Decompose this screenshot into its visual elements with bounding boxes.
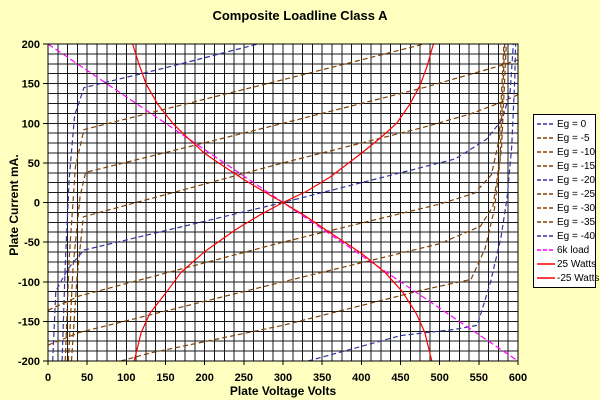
legend-entry-label: 6k load <box>557 244 590 256</box>
series-eg=-20 <box>52 44 514 361</box>
legend-entry: Eg = -15 <box>534 159 595 173</box>
y-tick-label: -50 <box>24 237 40 249</box>
legend-entry: Eg = -35 <box>534 215 595 229</box>
legend-entry-label: Eg = -20 <box>557 174 596 186</box>
chart-title: Composite Loadline Class A <box>212 8 388 23</box>
x-tick-label: 350 <box>313 372 331 384</box>
series-25watts <box>132 44 433 361</box>
legend-entry-label: Eg = -40 <box>557 230 596 242</box>
legend-line-sample <box>537 165 555 167</box>
legend-entry: Eg = -40 <box>534 229 595 243</box>
legend-entry: 6k load <box>534 243 595 257</box>
x-tick-label: 400 <box>352 372 370 384</box>
y-tick-label: -200 <box>18 356 40 368</box>
series-eg=-15 <box>70 94 518 361</box>
legend-line-sample <box>537 207 555 209</box>
x-tick-label: 550 <box>470 372 488 384</box>
y-tick-label: 200 <box>22 39 40 51</box>
x-tick-label: 200 <box>195 372 213 384</box>
legend-entry: Eg = -5 <box>534 131 595 145</box>
series-eg=-5 <box>64 44 425 361</box>
legend-entry: Eg = -25 <box>534 187 595 201</box>
x-tick-label: 250 <box>235 372 253 384</box>
legend-entry-label: -25 Watts <box>557 272 600 284</box>
x-tick-label: 450 <box>391 372 409 384</box>
x-tick-label: 500 <box>430 372 448 384</box>
y-tick-label: -150 <box>18 316 40 328</box>
x-axis-label: Plate Voltage Volts <box>229 384 337 398</box>
y-tick-label: 50 <box>28 158 40 170</box>
legend-line-sample <box>537 137 555 139</box>
series-eg=-10 <box>67 59 518 361</box>
y-tick-label: 100 <box>22 118 40 130</box>
legend-entry-label: 25 Watts <box>557 258 597 270</box>
series-group <box>48 44 518 361</box>
y-tick-label: -100 <box>18 277 40 289</box>
legend: Eg = 0 Eg = -5 Eg = -10 Eg = -15 Eg = -20 Eg … <box>533 114 599 288</box>
legend-line-sample <box>537 277 555 279</box>
legend-entry: Eg = -30 <box>534 201 595 215</box>
legend-entry-label: Eg = -25 <box>557 188 596 200</box>
legend-line-sample <box>537 193 555 195</box>
legend-line-sample <box>537 263 555 265</box>
y-tick-label: 0 <box>34 198 40 210</box>
y-axis-label: Plate Current mA. <box>7 154 21 256</box>
x-tick-label: 50 <box>81 372 93 384</box>
y-tick-label: 150 <box>22 79 40 91</box>
tick-labels: 0 50 100 150 200 250 300 350 400 450 500 550 6002001… <box>18 39 527 384</box>
series-eg=-25 <box>48 44 505 311</box>
series-eg=-40 <box>307 44 517 361</box>
x-tick-label: 150 <box>156 372 174 384</box>
legend-entry: Eg = -20 <box>534 173 595 187</box>
x-tick-label: 0 <box>45 372 51 384</box>
x-tick-label: 300 <box>274 372 292 384</box>
legend-line-sample <box>537 235 555 237</box>
x-tick-label: 100 <box>117 372 135 384</box>
ticks <box>43 43 519 365</box>
legend-line-sample <box>537 221 555 223</box>
legend-entry: Eg = -10 <box>534 145 595 159</box>
legend-line-sample <box>537 179 555 181</box>
legend-entry: 25 Watts <box>534 257 597 271</box>
legend-entry-label: Eg = 0 <box>557 118 587 130</box>
legend-entry-label: Eg = -30 <box>557 202 596 214</box>
series-eg=-35 <box>120 44 507 361</box>
legend-entry: -25 Watts <box>534 271 599 285</box>
legend-entry-label: Eg = -10 <box>557 146 596 158</box>
legend-line-sample <box>537 249 555 251</box>
legend-entry-label: Eg = -15 <box>557 160 596 172</box>
legend-entry-label: Eg = -5 <box>557 132 590 144</box>
legend-entry-label: Eg = -35 <box>557 216 596 228</box>
legend-line-sample <box>537 151 555 153</box>
legend-line-sample <box>537 123 555 125</box>
legend-entry: Eg = 0 <box>534 117 595 131</box>
series--25watts <box>133 44 434 361</box>
x-tick-label: 600 <box>509 372 527 384</box>
